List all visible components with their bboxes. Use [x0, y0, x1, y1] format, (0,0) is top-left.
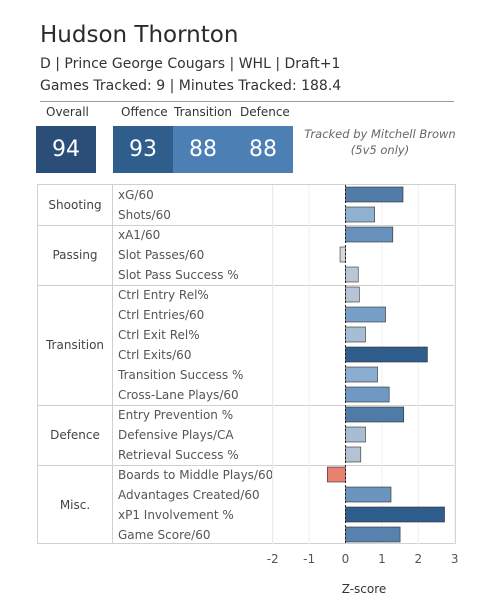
metric-label: Ctrl Exit Rel%: [118, 328, 200, 342]
group-separator: [38, 225, 456, 226]
metric-label: Entry Prevention %: [118, 408, 234, 422]
x-tick-label: 2: [414, 552, 422, 566]
overall-header: Overall: [46, 105, 89, 119]
metric-label: xP1 Involvement %: [118, 508, 234, 522]
group-label: Passing: [52, 248, 98, 262]
metric-label: Slot Pass Success %: [118, 268, 239, 282]
metric-label: Game Score/60: [118, 528, 211, 542]
defence-rating-box: 88: [233, 126, 293, 173]
x-tick-label: -2: [267, 552, 279, 566]
bar: [339, 246, 346, 263]
bar: [345, 306, 386, 323]
bar: [345, 346, 428, 363]
group-separator: [38, 285, 456, 286]
group-label: Transition: [45, 338, 105, 352]
x-tick-label: 3: [451, 552, 459, 566]
x-tick-label: 0: [342, 552, 350, 566]
group-label: Shooting: [48, 198, 102, 212]
x-tick-label: 1: [378, 552, 386, 566]
bar: [345, 366, 378, 383]
bar: [345, 406, 405, 423]
metric-label: Boards to Middle Plays/60: [118, 468, 274, 482]
bar: [326, 466, 346, 483]
offence-header: Offence: [121, 105, 168, 119]
x-axis-title: Z-score: [341, 582, 387, 596]
transition-rating-box: 88: [173, 126, 233, 173]
bar: [345, 266, 359, 283]
header-divider: [40, 101, 454, 102]
metric-label: Ctrl Entries/60: [118, 308, 205, 322]
metric-label: Cross-Lane Plays/60: [118, 388, 239, 402]
group-separator: [38, 465, 456, 466]
tracked-by-line1: Tracked by Mitchell Brown: [304, 127, 456, 141]
player-name: Hudson Thornton: [40, 22, 239, 48]
bar: [345, 186, 404, 203]
tracked-by-line2: (5v5 only): [350, 143, 410, 157]
bar: [345, 446, 362, 463]
group-separator: [38, 405, 456, 406]
metric-label: Transition Success %: [118, 368, 244, 382]
metric-label: Ctrl Entry Rel%: [118, 288, 209, 302]
metric-label: xG/60: [118, 188, 154, 202]
bar: [345, 226, 394, 243]
tracked-by-note: Tracked by Mitchell Brown (5v5 only): [300, 126, 460, 158]
x-tick-label: -1: [303, 552, 315, 566]
bar: [345, 486, 392, 503]
metric-label: Ctrl Exits/60: [118, 348, 192, 362]
bar: [345, 326, 366, 343]
metric-label: Advantages Created/60: [118, 488, 260, 502]
overall-rating-box: 94: [36, 126, 96, 173]
bar: [345, 526, 401, 543]
transition-header: Transition: [174, 105, 233, 119]
player-info-line1: D | Prince George Cougars | WHL | Draft+…: [40, 56, 341, 72]
column-separator: [112, 185, 113, 544]
metric-label: Retrieval Success %: [118, 448, 239, 462]
metric-label: xA1/60: [118, 228, 161, 242]
group-label: Defence: [50, 428, 100, 442]
group-label: Misc.: [59, 498, 91, 512]
bar: [345, 386, 390, 403]
bar: [345, 206, 375, 223]
defence-header: Defence: [240, 105, 290, 119]
metric-label: Defensive Plays/CA: [118, 428, 234, 442]
metric-label: Shots/60: [118, 208, 171, 222]
bar: [345, 286, 360, 303]
metric-label: Slot Passes/60: [118, 248, 205, 262]
bar: [345, 426, 366, 443]
player-info-line2: Games Tracked: 9 | Minutes Tracked: 188.…: [40, 78, 342, 94]
bar: [345, 506, 445, 523]
offence-rating-box: 93: [113, 126, 173, 173]
